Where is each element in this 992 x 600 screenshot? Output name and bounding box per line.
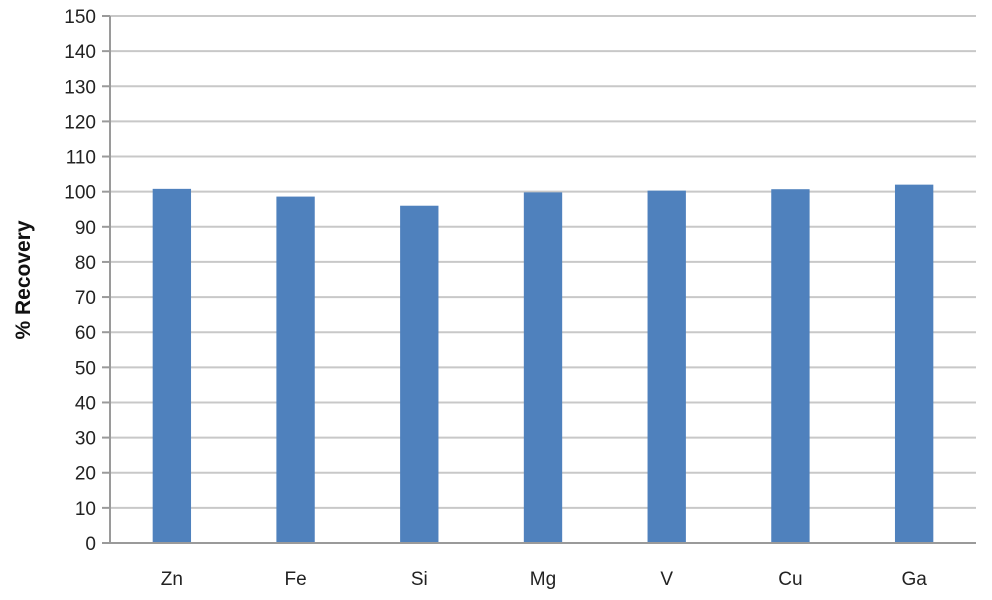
y-tick-label: 20 bbox=[75, 464, 96, 485]
y-tick-label: 110 bbox=[66, 148, 96, 169]
bar-fe bbox=[276, 196, 315, 543]
y-tick-label: 10 bbox=[75, 499, 96, 520]
x-category-label: Ga bbox=[901, 569, 927, 590]
bars bbox=[152, 184, 934, 544]
y-tick-label: 70 bbox=[75, 288, 96, 309]
x-category-label: Mg bbox=[530, 569, 556, 590]
x-category-label: Zn bbox=[161, 569, 183, 590]
y-tick-label: 80 bbox=[75, 253, 96, 274]
y-axis-title: % Recovery bbox=[12, 220, 35, 339]
bar-v bbox=[647, 190, 686, 543]
y-tick-label: 130 bbox=[64, 77, 96, 98]
bar-zn bbox=[152, 188, 192, 543]
y-tick-label: 60 bbox=[75, 323, 96, 344]
y-tick-label: 100 bbox=[64, 183, 96, 204]
x-category-labels: Zn Fe Si Mg V Cu Ga bbox=[161, 569, 927, 590]
bar-mg bbox=[523, 192, 563, 544]
x-category-label: V bbox=[660, 569, 673, 590]
y-tick-label: 50 bbox=[75, 358, 96, 379]
x-category-label: Si bbox=[411, 569, 428, 590]
y-tick-label: 150 bbox=[64, 7, 96, 28]
y-tick-label: 90 bbox=[75, 218, 96, 239]
x-category-label: Fe bbox=[284, 569, 306, 590]
y-tick-label: 140 bbox=[64, 42, 96, 63]
x-category-label: Cu bbox=[778, 569, 802, 590]
bar-cu bbox=[771, 189, 810, 543]
bar-si bbox=[400, 205, 439, 543]
bar-ga bbox=[894, 184, 934, 543]
y-tick-label: 30 bbox=[75, 429, 96, 450]
axes bbox=[109, 16, 976, 544]
y-tick-label: 40 bbox=[75, 393, 96, 414]
y-tick-label: 0 bbox=[85, 534, 96, 555]
y-tick-label: 120 bbox=[64, 112, 96, 133]
y-tick-labels: 0 10 20 30 40 50 60 70 80 90 100 110 120 130 140 150 bbox=[64, 7, 96, 555]
